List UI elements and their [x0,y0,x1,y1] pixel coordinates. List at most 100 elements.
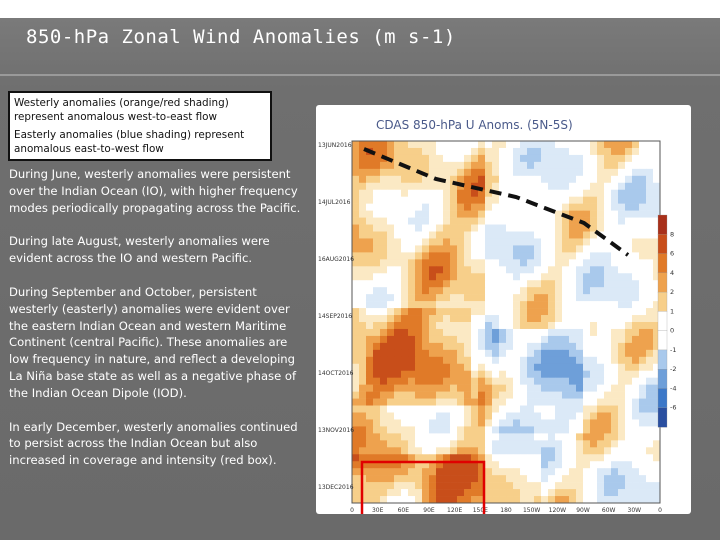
heatmap-cell [527,412,535,420]
heatmap-cell [359,391,367,399]
heatmap-cell [548,419,556,427]
heatmap-cell [373,315,381,323]
heatmap-cell [506,370,514,378]
heatmap-cell [422,405,430,413]
heatmap-cell [562,301,570,309]
heatmap-cell [541,489,549,497]
heatmap-cell [478,468,486,476]
heatmap-cell [576,147,584,156]
heatmap-cell [394,475,402,483]
heatmap-cell [590,342,598,351]
heatmap-cell [541,377,549,385]
heatmap-cell [639,377,647,385]
heatmap-cell [527,461,535,469]
heatmap-cell [471,294,479,302]
heatmap-cell [632,203,640,211]
heatmap-cell [436,412,444,420]
heatmap-cell [352,259,360,267]
heatmap-cell [359,370,367,378]
heatmap-cell [457,482,465,490]
heatmap-cell [548,461,556,469]
heatmap-cell [408,294,416,302]
heatmap-cell [394,245,402,253]
heatmap-cell [583,433,591,441]
heatmap-cell [597,259,605,267]
heatmap-cell [478,496,486,504]
heatmap-cell [513,210,521,218]
heatmap-cell [422,454,430,462]
heatmap-cell [625,328,633,337]
heatmap-cell [457,489,465,497]
heatmap-cell [604,322,612,330]
heatmap-cell [485,161,493,170]
heatmap-cell [373,301,381,309]
heatmap-cell [611,398,619,406]
heatmap-cell [359,141,367,149]
heatmap-cell [373,468,381,476]
heatmap-cell [429,315,437,323]
heatmap-cell [422,482,430,490]
heatmap-cell [604,147,612,156]
heatmap-cell [562,447,570,455]
heatmap-cell [646,210,654,218]
heatmap-cell [359,245,367,253]
heatmap-cell [625,322,633,330]
heatmap-cell [639,266,647,274]
heatmap-cell [597,384,605,392]
heatmap-cell [352,161,360,170]
heatmap-cell [548,384,556,392]
heatmap-cell [436,349,444,358]
heatmap-cell [639,433,647,441]
heatmap-cell [513,440,521,448]
heatmap-cell [380,468,388,476]
heatmap-cell [569,259,577,267]
heatmap-cell [527,363,535,372]
heatmap-cell [485,322,493,330]
heatmap-cell [450,454,458,462]
heatmap-cell [422,433,430,441]
heatmap-cell [499,182,507,191]
heatmap-cell [583,189,591,197]
heatmap-cell [625,384,633,392]
heatmap-cell [443,405,451,413]
heatmap-cell [415,356,423,365]
heatmap-cell [569,141,577,149]
heatmap-cell [352,349,360,358]
heatmap-cell [499,468,507,476]
heatmap-cell [541,147,549,156]
heatmap-cell [541,308,549,316]
heatmap-cell [457,210,465,218]
heatmap-cell [457,363,465,372]
heatmap-cell [618,377,626,385]
heatmap-cell [471,168,479,177]
heatmap-cell [366,238,374,246]
heatmap-cell [548,363,556,372]
heatmap-cell [401,189,409,197]
heatmap-cell [408,217,416,225]
heatmap-cell [625,496,633,504]
heatmap-cell [485,196,493,204]
heatmap-cell [513,182,521,191]
heatmap-cell [352,280,360,288]
heatmap-cell [408,363,416,372]
heatmap-cell [499,322,507,330]
heatmap-cell [653,217,661,225]
heatmap-cell [625,301,633,309]
heatmap-cell [485,294,493,302]
heatmap-cell [590,266,598,274]
heatmap-cell [590,328,598,337]
heatmap-cell [597,489,605,497]
heatmap-cell [590,405,598,413]
heatmap-cell [653,196,661,204]
heatmap-cell [499,210,507,218]
heatmap-cell [541,245,549,253]
heatmap-cell [520,398,528,406]
heatmap-cell [597,196,605,204]
heatmap-cell [513,217,521,225]
heatmap-cell [359,426,367,434]
heatmap-cell [527,315,535,323]
heatmap-cell [499,405,507,413]
heatmap-cell [366,168,374,177]
heatmap-cell [492,384,500,392]
heatmap-cell [492,356,500,365]
